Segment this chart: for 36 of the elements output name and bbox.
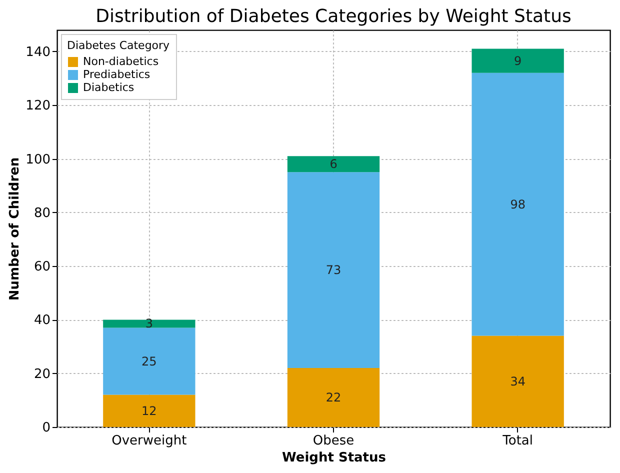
bar bbox=[287, 156, 380, 172]
data-label: 6 bbox=[330, 157, 338, 172]
data-label: 98 bbox=[510, 197, 526, 212]
y-tick-label: 120 bbox=[26, 98, 50, 114]
y-tick-label: 80 bbox=[34, 206, 50, 221]
data-label: 73 bbox=[326, 263, 342, 278]
data-label: 25 bbox=[142, 354, 157, 368]
y-axis-title: Number of Children bbox=[8, 157, 23, 301]
data-label: 12 bbox=[142, 404, 157, 418]
bar bbox=[287, 368, 380, 427]
data-label: 34 bbox=[510, 374, 526, 388]
x-tick-label: Total bbox=[502, 434, 534, 448]
bar bbox=[103, 320, 196, 328]
bar bbox=[103, 394, 196, 427]
data-label: 9 bbox=[514, 54, 522, 68]
legend-title: Diabetes Category bbox=[67, 39, 170, 52]
bar bbox=[287, 172, 380, 368]
x-tick-label: Overweight bbox=[112, 434, 187, 448]
bar bbox=[472, 72, 564, 336]
data-label: 22 bbox=[326, 390, 342, 404]
legend-label: Prediabetics bbox=[83, 68, 150, 81]
chart-title: Distribution of Diabetes Categories by Weight Status bbox=[96, 6, 572, 27]
data-label: 3 bbox=[145, 316, 153, 331]
y-tick-label: 0 bbox=[42, 420, 50, 436]
x-tick-label: Obese bbox=[312, 434, 354, 448]
bar bbox=[103, 328, 196, 395]
legend-label: Diabetics bbox=[83, 81, 134, 94]
bar bbox=[472, 336, 564, 427]
y-tick-label: 20 bbox=[34, 366, 50, 382]
x-axis-title: Weight Status bbox=[282, 450, 386, 466]
y-tick-label: 100 bbox=[26, 152, 50, 168]
y-tick-label: 60 bbox=[34, 260, 50, 275]
legend-label: Non-diabetics bbox=[83, 55, 159, 68]
y-tick-label: 140 bbox=[26, 44, 50, 60]
bar bbox=[472, 48, 564, 73]
y-tick-label: 40 bbox=[34, 313, 50, 328]
